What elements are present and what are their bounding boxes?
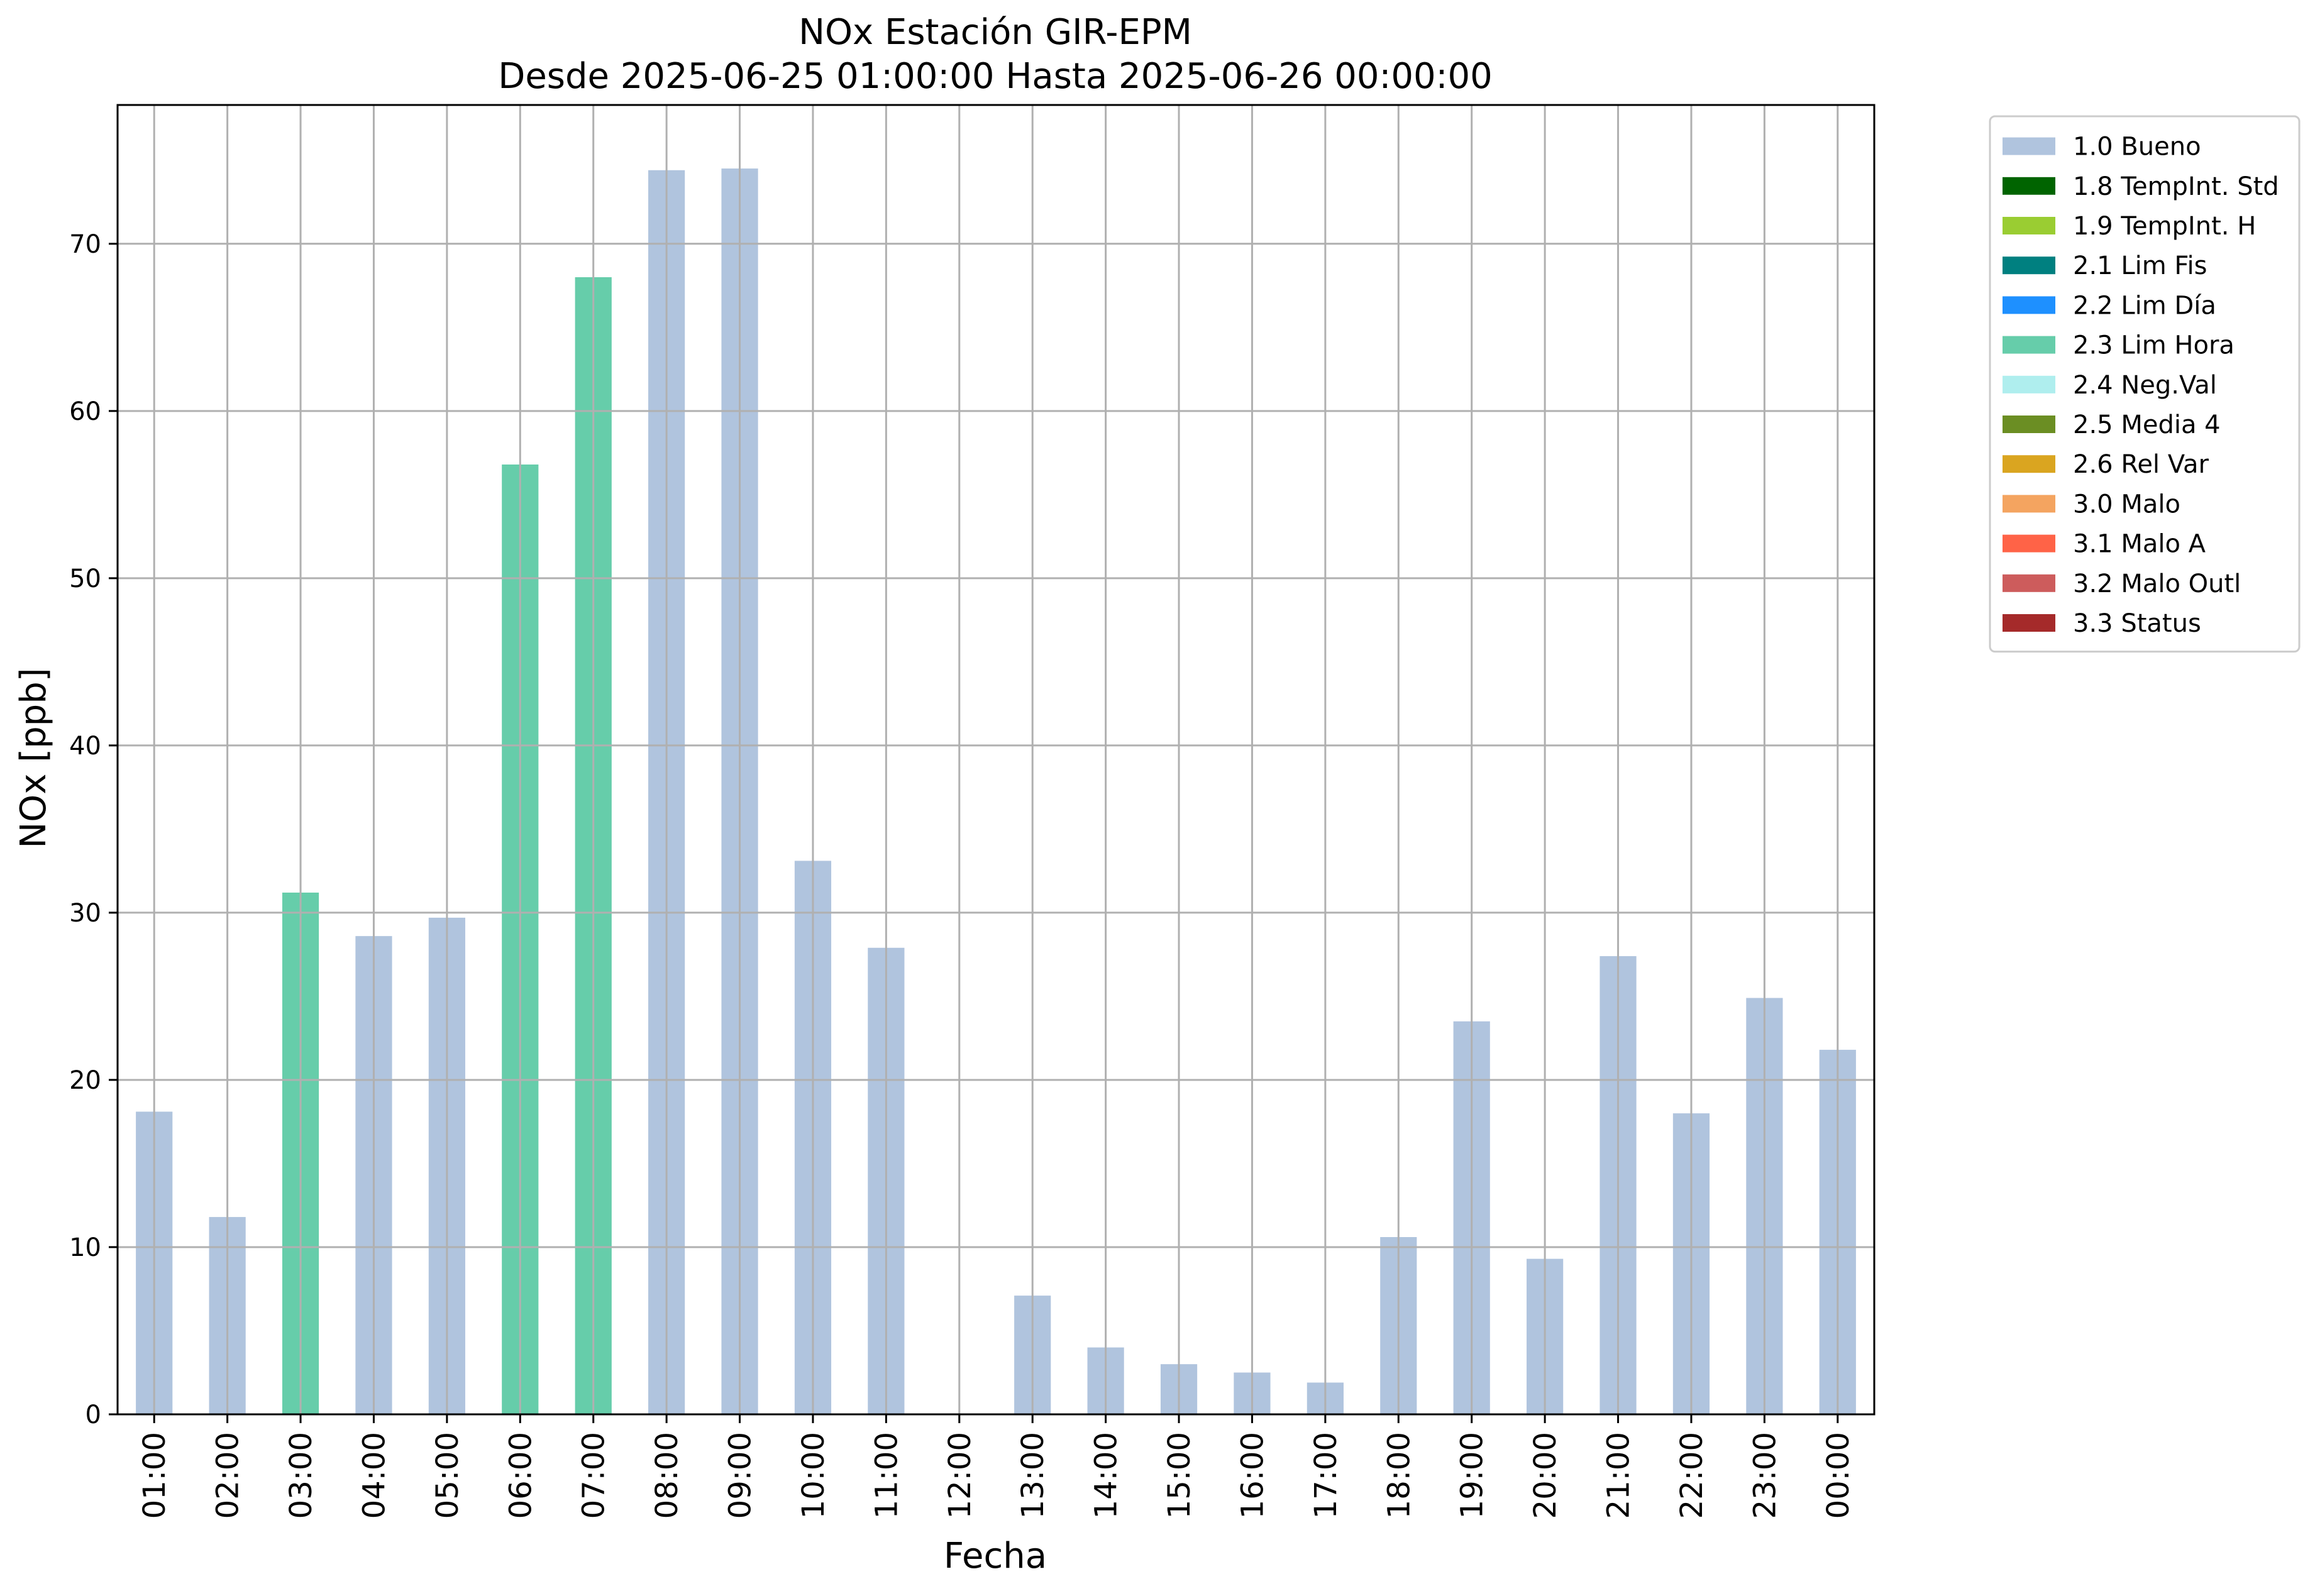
legend-label: 3.3 Status	[2073, 609, 2201, 638]
x-tick-label: 09:00	[723, 1432, 758, 1519]
legend-label: 3.0 Malo	[2073, 490, 2180, 519]
legend-label: 2.3 Lim Hora	[2073, 331, 2235, 360]
x-tick-label: 13:00	[1015, 1432, 1051, 1519]
legend-swatch	[2003, 177, 2055, 195]
x-tick-label: 23:00	[1747, 1432, 1782, 1519]
y-axis-label: NOx [ppb]	[13, 668, 54, 848]
legend-label: 2.2 Lim Día	[2073, 291, 2216, 320]
x-tick-label: 02:00	[211, 1432, 246, 1519]
plot-frame	[116, 104, 1876, 1416]
legend: 1.0 Bueno 1.8 TempInt. Std 1.9 TempInt. H 2…	[1989, 115, 2301, 653]
legend-label: 2.5 Media 4	[2073, 410, 2221, 439]
x-tick-label: 15:00	[1162, 1432, 1197, 1519]
x-tick-label: 01:00	[137, 1432, 172, 1519]
chart-title-line2: Desde 2025-06-25 01:00:00 Hasta 2025-06-…	[498, 56, 1493, 97]
y-tick-label: 30	[69, 899, 101, 928]
legend-label: 2.1 Lim Fis	[2073, 251, 2207, 280]
legend-swatch	[2003, 495, 2055, 513]
legend-swatch	[2003, 336, 2055, 354]
x-tick-label: 21:00	[1601, 1432, 1637, 1519]
y-tick-label: 50	[69, 564, 101, 593]
legend-label: 2.4 Neg.Val	[2073, 371, 2217, 400]
legend-swatch	[2003, 455, 2055, 473]
bars-layer	[136, 168, 1856, 1415]
chart-title-line1: NOx Estación GIR-EPM	[798, 12, 1192, 53]
legend-swatch	[2003, 296, 2055, 314]
y-tick-label: 10	[69, 1233, 101, 1262]
x-tick-label: 22:00	[1674, 1432, 1710, 1519]
x-tick-label: 12:00	[942, 1432, 978, 1519]
x-tick-label: 05:00	[430, 1432, 465, 1519]
y-tick-label: 70	[69, 230, 101, 259]
legend-box	[1989, 115, 2301, 653]
x-tick-label: 11:00	[869, 1432, 904, 1519]
grid-layer	[118, 105, 1874, 1416]
y-tick-label: 60	[69, 397, 101, 426]
y-tick-label: 0	[86, 1401, 101, 1429]
legend-label: 1.8 TempInt. Std	[2073, 172, 2279, 201]
y-tick-label: 40	[69, 732, 101, 761]
legend-label: 2.6 Rel Var	[2073, 450, 2209, 479]
legend-label: 3.2 Malo Outl	[2073, 570, 2241, 598]
legend-swatch	[2003, 416, 2055, 433]
legend-swatch	[2003, 137, 2055, 155]
x-tick-label: 16:00	[1235, 1432, 1270, 1519]
x-tick-label: 10:00	[796, 1432, 831, 1519]
legend-swatch	[2003, 614, 2055, 632]
legend-swatch	[2003, 375, 2055, 393]
x-axis-label: Fecha	[944, 1536, 1047, 1577]
legend-label: 1.9 TempInt. H	[2073, 212, 2256, 241]
x-tick-label: 08:00	[649, 1432, 685, 1519]
legend-swatch	[2003, 256, 2055, 275]
legend-label: 1.0 Bueno	[2073, 133, 2201, 162]
x-tick-label: 20:00	[1528, 1432, 1563, 1519]
axis-layer: 0 10 20 30 40 50 60 70 01:00 02:00 03:00 04:00 05:00…	[69, 104, 1876, 1519]
legend-swatch	[2003, 574, 2055, 592]
x-tick-label: 19:00	[1455, 1432, 1490, 1519]
x-tick-label: 03:00	[284, 1432, 319, 1519]
x-tick-label: 07:00	[577, 1432, 612, 1519]
legend-label: 3.1 Malo A	[2073, 530, 2206, 559]
x-tick-label: 06:00	[503, 1432, 538, 1519]
x-tick-label: 00:00	[1821, 1432, 1856, 1519]
x-tick-label: 17:00	[1308, 1432, 1344, 1519]
x-tick-label: 04:00	[356, 1432, 392, 1519]
legend-swatch	[2003, 217, 2055, 234]
legend-swatch	[2003, 534, 2055, 553]
x-tick-label: 18:00	[1381, 1432, 1417, 1519]
x-tick-label: 14:00	[1089, 1432, 1124, 1519]
y-tick-label: 20	[69, 1066, 101, 1095]
